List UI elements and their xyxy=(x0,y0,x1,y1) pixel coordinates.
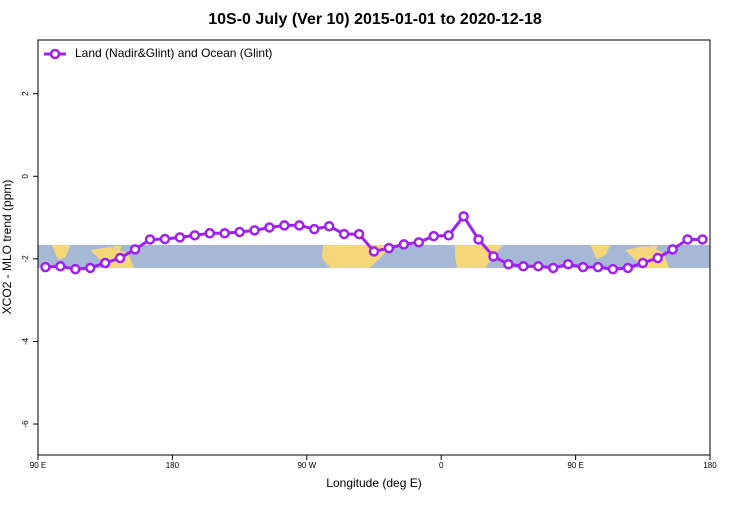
data-point xyxy=(697,234,708,245)
data-point xyxy=(204,228,215,239)
data-point xyxy=(294,220,305,231)
plot-frame xyxy=(37,39,711,456)
data-point xyxy=(323,220,335,232)
data-point xyxy=(234,226,245,238)
data-point xyxy=(518,261,529,272)
y-tick-label: -6 xyxy=(21,420,30,428)
data-point xyxy=(398,239,410,250)
data-point xyxy=(458,211,469,222)
data-point xyxy=(99,257,111,269)
data-point xyxy=(159,233,171,245)
y-tick-label: 2 xyxy=(21,91,30,96)
data-point xyxy=(219,228,230,239)
data-point xyxy=(443,230,454,241)
data-point xyxy=(279,220,290,231)
data-point xyxy=(473,234,484,245)
data-point xyxy=(40,261,51,273)
data-point xyxy=(368,246,380,257)
data-point xyxy=(189,230,201,241)
y-tick-label: -2 xyxy=(21,255,30,263)
legend-label: Land (Nadir&Glint) and Ocean (Glint) xyxy=(75,46,272,60)
data-point xyxy=(114,252,126,264)
data-point xyxy=(55,261,66,272)
data-point xyxy=(144,234,156,245)
data-point xyxy=(264,222,275,233)
x-tick-label: 90 E xyxy=(30,461,46,470)
x-tick-label: 90 E xyxy=(567,461,583,470)
data-point xyxy=(353,228,365,240)
data-point xyxy=(607,263,619,275)
data-point xyxy=(249,225,260,236)
data-point xyxy=(682,234,693,245)
x-tick-label: 180 xyxy=(166,461,180,470)
data-point xyxy=(592,261,604,273)
data-point xyxy=(338,228,350,240)
y-tick-label: -4 xyxy=(21,337,30,345)
x-tick-label: 0 xyxy=(439,461,444,470)
data-point xyxy=(577,261,589,273)
data-point xyxy=(622,262,634,274)
data-point xyxy=(383,242,395,254)
y-axis-label: XCO2 - MLO trend (ppm) xyxy=(0,180,14,315)
data-point xyxy=(309,223,320,235)
land xyxy=(52,245,134,268)
data-point xyxy=(503,258,514,270)
data-point xyxy=(667,244,678,255)
data-point xyxy=(413,237,425,248)
data-point xyxy=(562,258,574,270)
x-tick-label: 180 xyxy=(703,461,717,470)
data-point xyxy=(652,252,663,264)
land xyxy=(455,245,503,268)
data-point xyxy=(174,232,186,243)
data-point xyxy=(85,262,96,274)
data-point xyxy=(547,262,559,274)
x-axis-label: Longitude (deg E) xyxy=(326,476,421,490)
y-tick-label: 0 xyxy=(21,173,30,178)
x-tick-label: 90 W xyxy=(297,461,316,470)
chart-title: 10S-0 July (Ver 10) 2015-01-01 to 2020-1… xyxy=(208,11,542,28)
data-point xyxy=(428,230,439,242)
data-point xyxy=(637,257,649,269)
data-point xyxy=(488,251,499,262)
legend-marker xyxy=(49,48,61,60)
data-point xyxy=(129,244,141,255)
data-point xyxy=(533,261,544,272)
data-point xyxy=(70,263,81,275)
